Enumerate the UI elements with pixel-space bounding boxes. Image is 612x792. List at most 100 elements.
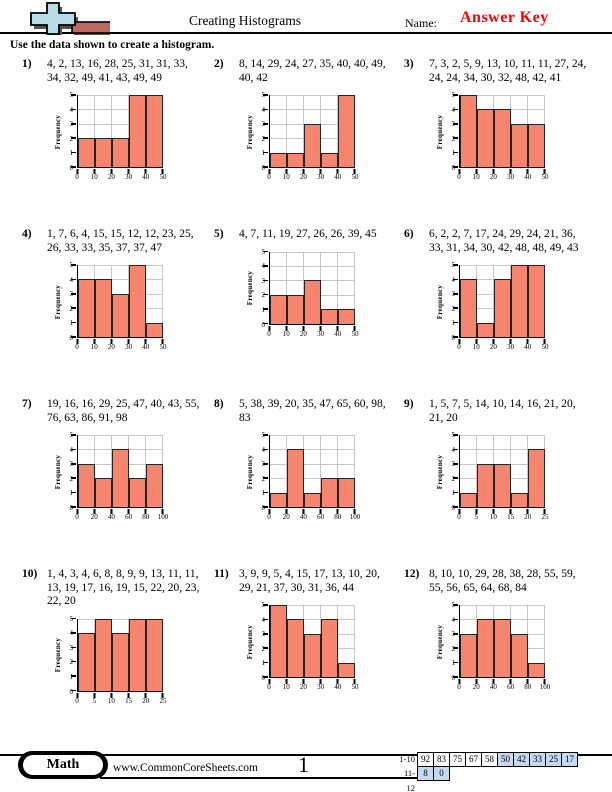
score-row: 11-12 8 0 (398, 766, 578, 792)
x-tick-mark (475, 679, 477, 684)
plot-area (263, 434, 355, 514)
problem: 8) 5, 38, 39, 20, 35, 47, 65, 60, 98, 83… (214, 398, 404, 568)
x-tick-mark (475, 509, 477, 514)
x-tick-mark (475, 339, 477, 344)
problem: 7) 19, 16, 16, 29, 25, 47, 40, 43, 55, 7… (22, 398, 214, 568)
gridline (270, 265, 355, 267)
y-tick-mark (263, 94, 268, 96)
problem-number: 6) (404, 228, 414, 240)
problem-header: 11) 3, 9, 9, 5, 4, 15, 17, 13, 10, 20, 2… (214, 568, 404, 595)
gridline (460, 265, 545, 266)
gridline (460, 605, 545, 606)
gridline (111, 435, 112, 507)
y-tick-mark (453, 321, 458, 324)
gridline (78, 618, 163, 620)
histogram-bar (477, 619, 494, 677)
problem: 11) 3, 9, 9, 5, 4, 15, 17, 13, 10, 20, 2… (214, 568, 404, 738)
problem-number: 4) (22, 228, 32, 240)
y-tick-label: 0 (261, 320, 266, 329)
x-tick-label: 100 (539, 683, 551, 691)
y-tick-mark (263, 137, 268, 139)
histogram-bar (304, 123, 321, 167)
x-tick-mark (492, 169, 494, 174)
histogram-bar (129, 478, 146, 507)
x-tick-mark (268, 509, 270, 514)
x-tick-mark (127, 339, 129, 344)
x-tick-mark (302, 509, 304, 514)
problem-data-list: 1, 5, 7, 5, 14, 10, 14, 16, 21, 20, 21, … (429, 398, 576, 424)
x-tick-mark (458, 679, 460, 684)
score-cell: 17 (561, 752, 578, 767)
gridline (128, 95, 129, 167)
y-tick-label: 1 (261, 305, 266, 314)
y-axis-label: Frequency (53, 284, 62, 319)
histogram-bar (146, 618, 163, 691)
problem-header: 5) 4, 7, 11, 19, 27, 26, 26, 39, 45 (214, 228, 404, 242)
histogram-bar (304, 280, 321, 324)
y-tick-mark (453, 477, 458, 479)
y-axis-ticks: 012345 (255, 601, 269, 682)
y-tick-mark (263, 506, 268, 508)
y-tick-mark (71, 307, 76, 309)
histogram-bar (270, 605, 287, 677)
footer-rule (100, 777, 430, 779)
x-tick-label: 5 (474, 513, 478, 521)
score-row-label: 11-12 (403, 768, 415, 792)
y-tick-mark (263, 279, 268, 282)
problem: 12) 8, 10, 10, 29, 28, 38, 28, 55, 59, 5… (404, 568, 597, 738)
page-number: 1 (298, 752, 309, 777)
x-tick-mark (302, 679, 304, 684)
y-axis-ticks: 012345 (255, 431, 269, 512)
y-tick-mark (453, 336, 458, 338)
problem-data-list: 1, 4, 3, 4, 6, 8, 8, 9, 9, 13, 11, 11, 1… (47, 568, 200, 607)
x-tick-label: 80 (524, 683, 532, 691)
gridline (286, 95, 287, 167)
histogram-bar (528, 123, 545, 167)
x-tick-label: 20 (489, 343, 497, 351)
y-tick-mark (453, 94, 458, 96)
histogram-bar (321, 478, 338, 507)
x-tick-label: 15 (507, 513, 515, 521)
problem-number: 8) (214, 398, 224, 410)
x-tick-mark (144, 169, 146, 174)
y-axis-ticks: 012345 (63, 261, 77, 342)
y-axis-ticks: 012345 (63, 431, 77, 512)
x-tick-mark (543, 509, 545, 514)
histogram-bar (112, 449, 129, 507)
plot-area (263, 94, 355, 174)
problem-header: 6) 6, 2, 2, 7, 17, 24, 29, 24, 21, 36, 3… (404, 228, 597, 255)
x-tick-label: 0 (267, 513, 271, 521)
gridline (78, 435, 163, 436)
problem: 4) 1, 7, 6, 4, 15, 15, 12, 12, 23, 25, 2… (22, 228, 214, 398)
x-axis-ticks: 0 10 20 30 40 50 (457, 168, 548, 181)
y-tick-mark (71, 166, 76, 168)
x-tick-mark (144, 339, 146, 344)
y-tick-label: 0 (261, 504, 266, 512)
gridline (78, 95, 163, 96)
x-tick-label: 20 (299, 329, 307, 338)
y-tick-mark (71, 477, 76, 479)
histogram-bar (477, 322, 494, 337)
x-tick-mark (110, 509, 112, 514)
x-tick-label: 0 (457, 343, 461, 351)
x-tick-mark (353, 325, 355, 331)
problems-grid: 1) 4, 2, 13, 16, 28, 25, 31, 31, 33, 34,… (22, 58, 597, 738)
y-tick-label: 1 (451, 149, 456, 158)
x-tick-label: 10 (107, 696, 115, 705)
histogram-bar (528, 265, 545, 337)
histogram-bar (146, 95, 163, 167)
x-tick-mark (127, 509, 129, 514)
x-axis-ticks: 0 10 20 30 40 50 (267, 325, 358, 338)
problem-data-list: 8, 14, 29, 24, 27, 35, 40, 40, 49, 40, 4… (239, 58, 386, 84)
y-axis-ticks: 012345 (445, 261, 459, 342)
x-axis-ticks: 0 10 20 30 40 50 (75, 168, 166, 181)
x-tick-label: 80 (334, 513, 342, 521)
y-tick-label: 1 (451, 489, 456, 498)
plot-area (71, 264, 163, 344)
histogram-bar (304, 633, 321, 677)
y-tick-mark (263, 448, 268, 451)
y-axis-label-cell: Frequency (244, 95, 255, 168)
x-tick-mark (161, 169, 163, 174)
y-tick-mark (263, 250, 268, 253)
